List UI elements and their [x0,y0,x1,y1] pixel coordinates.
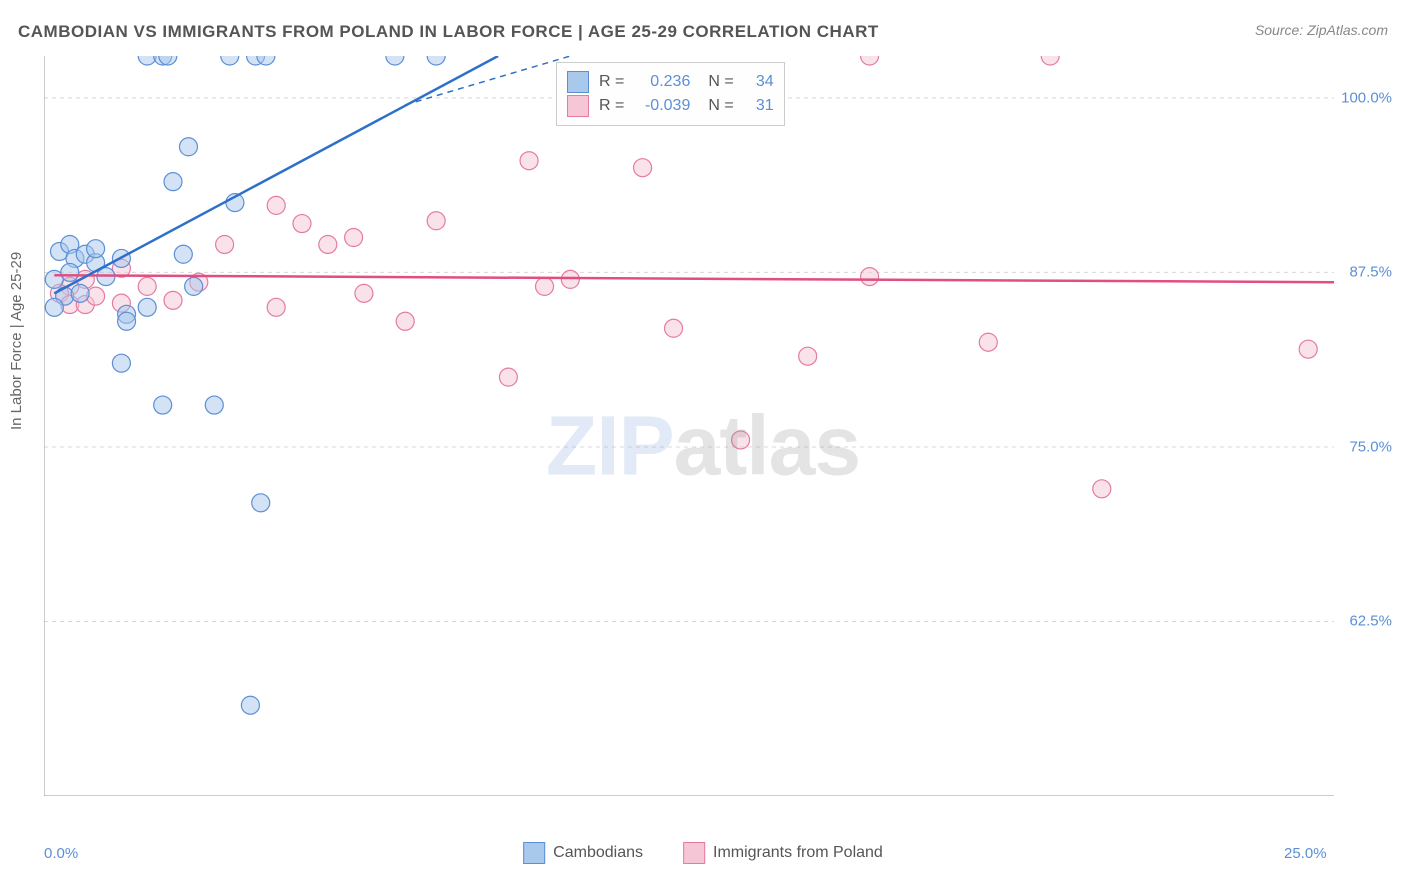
x-tick-label: 0.0% [44,845,78,862]
y-axis-label: In Labor Force | Age 25-29 [8,252,25,430]
chart-title: CAMBODIAN VS IMMIGRANTS FROM POLAND IN L… [18,22,879,42]
y-tick-label: 100.0% [1341,89,1392,106]
legend-stat-row: R = -0.039 N = 31 [567,95,774,117]
r-value: -0.039 [634,97,690,115]
n-value: 31 [744,97,774,115]
legend-stat-row: R = 0.236 N = 34 [567,71,774,93]
scatter-plot [44,56,1334,796]
series-legend-item: Immigrants from Poland [683,842,883,864]
y-tick-label: 62.5% [1349,613,1392,630]
r-label: R = [599,97,624,115]
n-label: N = [708,73,733,91]
legend-swatch [523,842,545,864]
y-tick-label: 75.0% [1349,438,1392,455]
n-value: 34 [744,73,774,91]
r-label: R = [599,73,624,91]
x-tick-label: 25.0% [1284,845,1327,862]
chart-container: CAMBODIAN VS IMMIGRANTS FROM POLAND IN L… [0,0,1406,892]
legend-swatch [567,71,589,93]
legend-swatch [683,842,705,864]
n-label: N = [708,97,733,115]
series-legend-item: Cambodians [523,842,643,864]
r-value: 0.236 [634,73,690,91]
source-label: Source: ZipAtlas.com [1255,22,1388,38]
bottom-legend: Cambodians Immigrants from Poland [523,842,883,864]
legend-swatch [567,95,589,117]
series-label: Immigrants from Poland [713,844,883,862]
y-tick-label: 87.5% [1349,264,1392,281]
stats-legend: R = 0.236 N = 34 R = -0.039 N = 31 [556,62,785,126]
series-label: Cambodians [553,844,643,862]
